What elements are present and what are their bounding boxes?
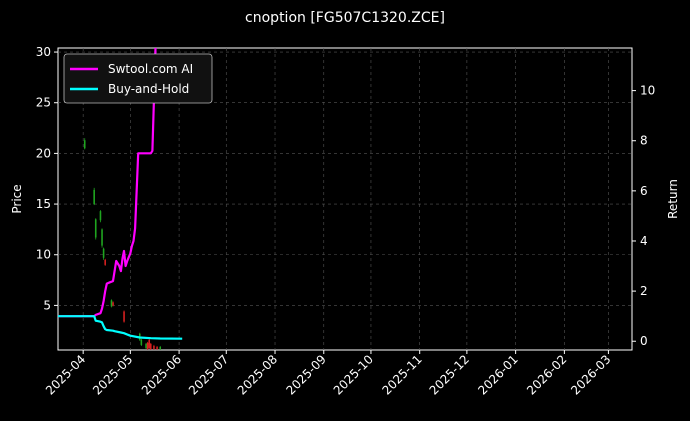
- x-tick-label: 2025-06: [139, 352, 184, 397]
- candle-body: [149, 343, 152, 349]
- legend: Swtool.com AI Buy-and-Hold: [63, 53, 213, 104]
- x-tick-label: 2025-12: [427, 352, 472, 397]
- y2-tick-label: 2: [640, 284, 648, 298]
- y2-tick-label: 10: [640, 84, 655, 98]
- candlesticks: [83, 138, 162, 350]
- candle-body: [140, 339, 143, 345]
- candle-body: [93, 189, 95, 205]
- candle-body: [146, 342, 149, 349]
- candle-body: [99, 211, 102, 221]
- series-line-1: [58, 315, 183, 340]
- x-tick-label: 2025-07: [186, 352, 231, 397]
- y-tick-label: 5: [43, 298, 51, 312]
- candle-body: [104, 259, 106, 265]
- legend-label-ai: Swtool.com AI: [108, 62, 193, 76]
- x-tick-label: 2025-04: [43, 352, 88, 397]
- legend-box: [63, 53, 213, 104]
- y-tick-label: 30: [36, 45, 51, 59]
- x-axis: 2025-04 2025-05 2025-06 2025-07 2025-08 2025-…: [43, 350, 614, 398]
- candle-body: [123, 311, 125, 322]
- y-axis-label: Price: [10, 184, 24, 213]
- candle-body: [94, 219, 97, 238]
- y2-tick-label: 0: [640, 334, 648, 348]
- x-tick-label: 2026-01: [475, 352, 520, 397]
- x-tick-label: 2025-10: [331, 352, 376, 397]
- candle-body: [83, 140, 86, 149]
- series-lines: [58, 48, 183, 340]
- y-axis-right: 0 2 4 6 8 10: [632, 84, 655, 348]
- y-tick-label: 15: [36, 197, 51, 211]
- candle-body: [156, 346, 158, 349]
- candle-body: [101, 229, 103, 246]
- candle-body: [110, 300, 113, 307]
- chart-title: cnoption [FG507C1320.ZCE]: [245, 10, 445, 26]
- candle-body: [145, 343, 147, 348]
- y2-axis-label: Return: [666, 179, 680, 219]
- x-tick-label: 2025-05: [90, 352, 135, 397]
- x-tick-label: 2025-11: [379, 352, 424, 397]
- y2-tick-label: 8: [640, 134, 648, 148]
- x-tick-label: 2026-03: [568, 352, 613, 397]
- candle-body: [102, 248, 105, 258]
- candle-body: [112, 302, 114, 306]
- candle-body: [159, 346, 162, 349]
- series-line-0: [58, 48, 157, 318]
- y-axis-left: 5 10 15 20 25 30: [36, 45, 58, 312]
- x-tick-label: 2026-02: [524, 352, 569, 397]
- candle-body: [153, 345, 155, 349]
- x-tick-label: 2025-08: [235, 352, 280, 397]
- y-tick-label: 25: [36, 96, 51, 110]
- y2-tick-label: 6: [640, 184, 648, 198]
- y-tick-label: 10: [36, 248, 51, 262]
- candle-body: [148, 339, 151, 348]
- x-tick-label: 2025-09: [284, 352, 329, 397]
- y-tick-label: 20: [36, 146, 51, 160]
- y2-tick-label: 4: [640, 234, 648, 248]
- legend-label-bh: Buy-and-Hold: [108, 82, 189, 96]
